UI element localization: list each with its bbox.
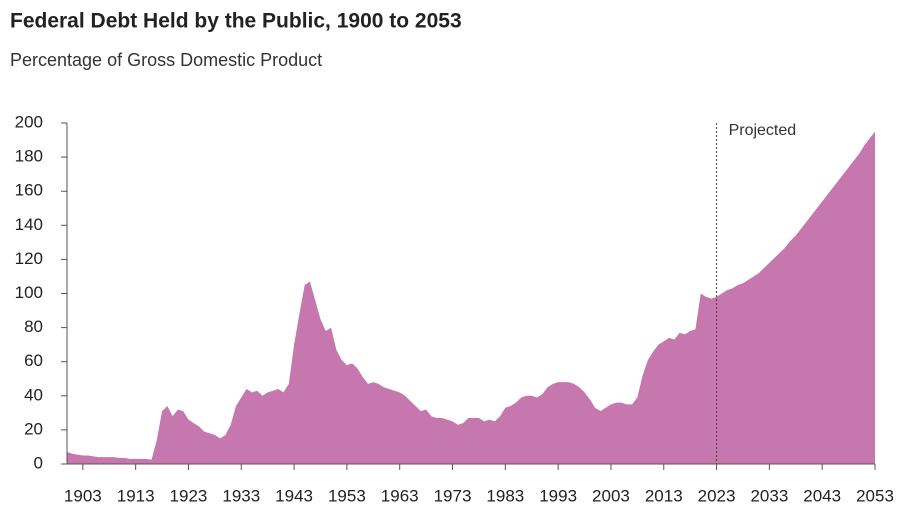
x-tick-label: 2033 bbox=[750, 486, 788, 505]
y-tick-label: 140 bbox=[15, 215, 43, 234]
x-tick-label: 1973 bbox=[434, 486, 472, 505]
y-tick-label: 60 bbox=[24, 351, 43, 370]
annotation: Projected bbox=[729, 122, 797, 139]
chart-title: Federal Debt Held by the Public, 1900 to… bbox=[10, 10, 462, 33]
y-tick-label: 40 bbox=[24, 385, 43, 404]
x-tick-label: 1983 bbox=[486, 486, 524, 505]
x-tick-label: 1923 bbox=[170, 486, 208, 505]
x-tick-label: 2013 bbox=[645, 486, 683, 505]
x-tick-label: 1953 bbox=[328, 486, 366, 505]
x-tick-label: 1993 bbox=[539, 486, 577, 505]
x-tick-label: 1913 bbox=[117, 486, 155, 505]
x-tick-label: 2053 bbox=[856, 486, 894, 505]
x-tick-label: 1903 bbox=[64, 486, 102, 505]
y-tick-label: 0 bbox=[34, 453, 43, 472]
x-tick-label: 2043 bbox=[803, 486, 841, 505]
y-tick-label: 180 bbox=[15, 147, 43, 166]
y-tick-label: 200 bbox=[15, 112, 43, 131]
chart-subtitle: Percentage of Gross Domestic Product bbox=[10, 50, 322, 70]
y-tick-label: 20 bbox=[24, 419, 43, 438]
x-tick-label: 2023 bbox=[698, 486, 736, 505]
y-tick-label: 80 bbox=[24, 317, 43, 336]
x-tick-label: 1963 bbox=[381, 486, 419, 505]
x-tick-label: 1943 bbox=[275, 486, 313, 505]
y-tick-label: 160 bbox=[15, 181, 43, 200]
x-tick-label: 1933 bbox=[222, 486, 260, 505]
y-tick-label: 120 bbox=[15, 249, 43, 268]
x-tick-label: 2003 bbox=[592, 486, 630, 505]
y-tick-label: 100 bbox=[15, 283, 43, 302]
area bbox=[67, 131, 875, 464]
